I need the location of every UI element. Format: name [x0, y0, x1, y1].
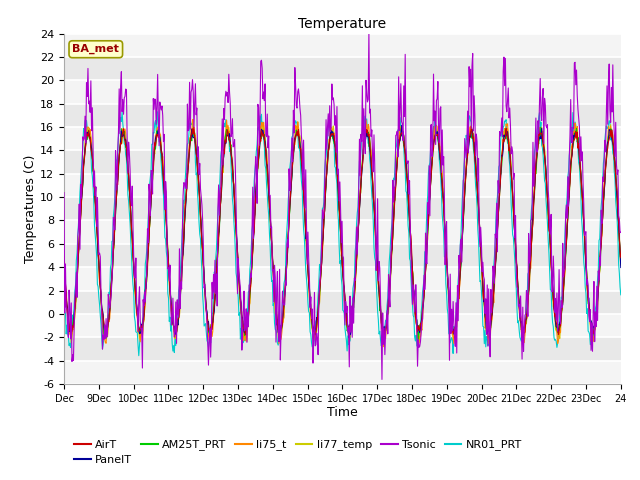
Legend: AirT, PanelT, AM25T_PRT, li75_t, li77_temp, Tsonic, NR01_PRT: AirT, PanelT, AM25T_PRT, li75_t, li77_te…: [70, 435, 527, 469]
Bar: [64, 34, 621, 57]
Bar: [64, 360, 621, 384]
Text: BA_met: BA_met: [72, 44, 119, 54]
Bar: [64, 80, 621, 104]
X-axis label: Time: Time: [327, 407, 358, 420]
Bar: [64, 314, 621, 337]
Bar: [64, 127, 621, 150]
Bar: [64, 267, 621, 290]
Y-axis label: Temperatures (C): Temperatures (C): [24, 155, 37, 263]
Bar: [64, 174, 621, 197]
Title: Temperature: Temperature: [298, 17, 387, 31]
Bar: [64, 220, 621, 244]
